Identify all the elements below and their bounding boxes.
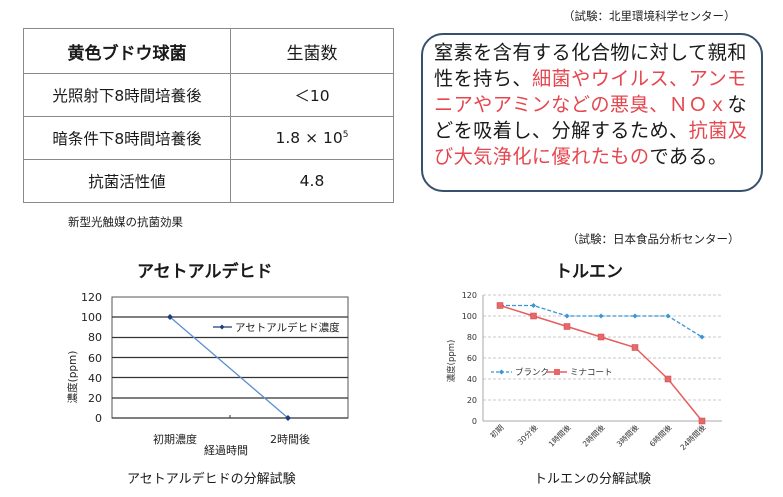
row-label: 抗菌活性値 [23,159,231,203]
svg-text:0: 0 [472,417,477,426]
svg-text:120: 120 [462,291,477,300]
minacoat-markers [496,302,706,425]
svg-text:80: 80 [88,331,102,344]
y-axis-ticks: 120 100 80 60 40 20 0 [462,291,477,426]
x-axis-ticks: 初期 30分後 1時間後 2時間後 3時間後 6時間後 24時間後 [488,422,708,452]
table-header-count: 生菌数 [230,28,394,74]
acetaldehyde-line [169,316,289,419]
acetaldehyde-chart: 120 100 80 60 40 20 0 アセトアルデヒド濃度 初期濃度 2時… [66,291,349,446]
data-marker [285,415,291,421]
svg-text:80: 80 [467,333,477,342]
row-value: 1.8 × 105 [230,116,394,160]
toluene-caption: トルエンの分解試験 [534,472,652,487]
svg-text:24時間後: 24時間後 [678,422,708,452]
table-row: 抗菌活性値 4.8 [23,159,394,203]
row-label: 暗条件下8時間培養後 [23,116,231,160]
svg-text:3時間後: 3時間後 [614,422,641,449]
row-value: ＜10 [230,73,394,117]
legend-minacoat: ミナコート [570,368,613,378]
x-label-initial: 初期濃度 [153,432,197,446]
chart-title-acetaldehyde: アセトアルデヒド [137,262,273,282]
svg-text:40: 40 [467,375,477,384]
row-label: 光照射下8時間培養後 [23,73,231,117]
svg-text:20: 20 [467,396,477,405]
svg-text:6時間後: 6時間後 [647,422,674,449]
minacoat-line [499,304,703,422]
acetaldehyde-caption: アセトアルデヒドの分解試験 [127,472,296,487]
svg-text:1時間後: 1時間後 [546,422,573,449]
svg-text:60: 60 [88,352,102,365]
value-exponent: 5 [342,129,349,140]
table-header-row: 黄色ブドウ球菌 生菌数 [23,28,394,74]
note-text-2: などを吸着し、分解するため、 [434,93,748,142]
note-text-1: 窒素を含有する化合物に対して親和性を持ち、 [434,41,747,90]
description-box: 窒素を含有する化合物に対して親和性を持ち、細菌やウイルス、アンモニアやアミンなど… [421,33,763,192]
table-row: 光照射下8時間培養後 ＜10 [23,73,394,117]
blank-line [500,304,703,338]
x-axis-label: 経過時間 [204,444,248,457]
svg-text:100: 100 [81,311,102,324]
svg-text:60: 60 [467,354,477,363]
antibacterial-table: 黄色ブドウ球菌 生菌数 光照射下8時間培養後 ＜10 暗条件下8時間培養後 1.… [23,28,394,203]
legend-acetaldehyde: アセトアルデヒド濃度 [235,321,340,334]
table-row: 暗条件下8時間培養後 1.8 × 105 [23,116,394,160]
table-caption: 新型光触媒の抗菌効果 [68,215,183,229]
value-base: 1.8 × 10 [275,129,343,147]
table-header-bacteria: 黄色ブドウ球菌 [23,28,231,74]
legend-blank: ブランク [515,367,549,378]
source-kitasato: （試験：北里環境科学センター） [563,9,736,23]
row-value: 4.8 [230,159,394,203]
svg-text:20: 20 [88,392,102,405]
blank-markers [531,303,705,340]
svg-text:0: 0 [95,412,102,425]
source-jfrl: （試験：日本食品分析センター） [567,232,740,246]
data-marker [167,314,173,320]
svg-text:100: 100 [462,312,477,321]
x-label-2h: 2時間後 [270,432,310,446]
y-axis-ticks: 120 100 80 60 40 20 0 [81,291,102,425]
chart-title-toluene: トルエン [555,262,623,282]
svg-text:120: 120 [81,291,102,304]
svg-text:40: 40 [88,372,102,385]
y-axis-label: 濃度(ppm) [66,351,79,404]
note-text-highlight-2: 抗菌及び大気浄化に優れたもの [434,119,748,168]
toluene-chart: 120 100 80 60 40 20 0 ブランク [446,291,722,452]
svg-text:30分後: 30分後 [515,422,540,447]
svg-text:初期: 初期 [488,422,506,440]
note-text-3: である。 [649,145,728,168]
svg-text:2時間後: 2時間後 [580,422,607,449]
y-axis-label: 濃度(ppm) [446,340,457,383]
note-text-highlight-1: 細菌やウイルス、アンモニアやアミンなどの悪臭、ＮＯｘ [434,67,747,116]
